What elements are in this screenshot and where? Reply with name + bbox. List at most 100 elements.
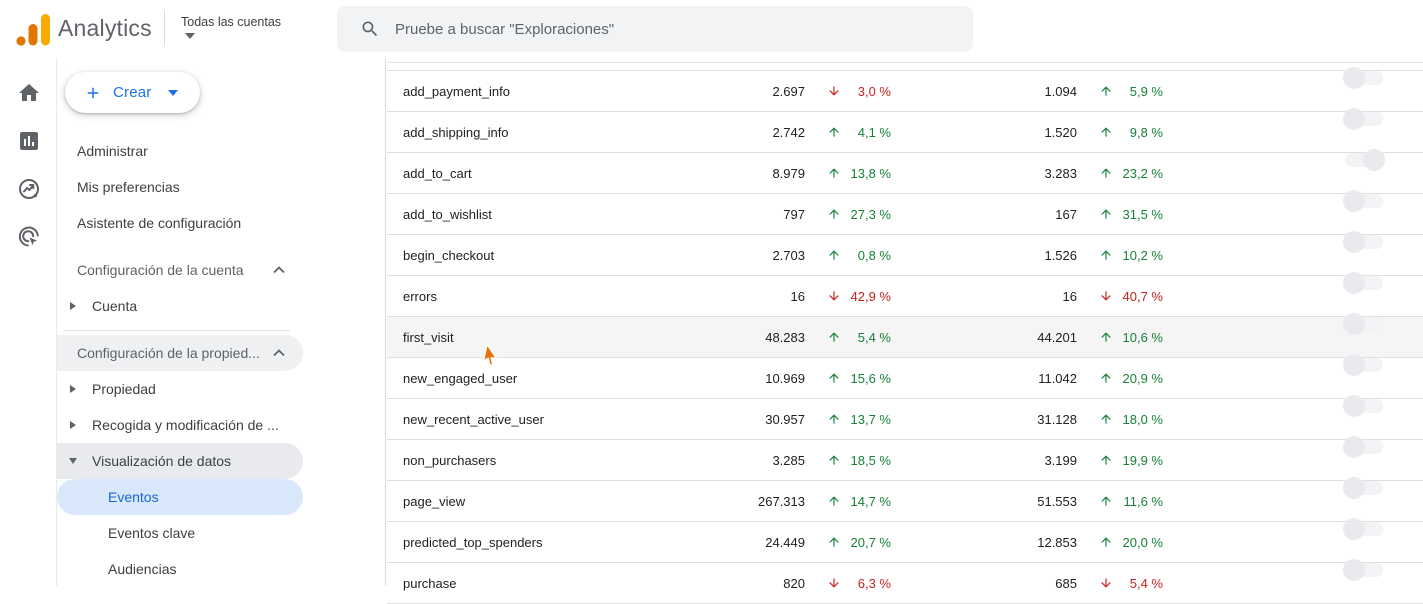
event-name: new_recent_active_user: [403, 412, 544, 427]
toggle-switch[interactable]: [1345, 149, 1385, 171]
event-user-count: 167: [1055, 207, 1077, 222]
trend-up-icon: [827, 535, 841, 549]
trend-up-icon: [827, 248, 841, 262]
toggle-switch[interactable]: [1343, 559, 1383, 581]
sidebar-item-mis-preferencias[interactable]: Mis preferencias: [77, 179, 180, 195]
header-divider: [164, 11, 165, 45]
event-count: 10.969: [765, 371, 805, 386]
trend-up-icon: [1099, 494, 1113, 508]
events-table-panel: add_payment_info 2.697 3,0 % 1.094 5,9 % add_…: [385, 58, 1423, 604]
table-row[interactable]: predicted_top_spenders 24.449 20,7 % 12.853…: [387, 518, 1423, 563]
chevron-up-icon: [273, 349, 285, 357]
sidebar-divider: [64, 330, 290, 331]
advertising-icon[interactable]: [16, 224, 42, 250]
sidebar-item-eventos-clave[interactable]: Eventos clave: [108, 525, 196, 541]
explore-icon[interactable]: [16, 176, 42, 202]
section-configuracion-cuenta[interactable]: Configuración de la cuenta: [57, 252, 303, 288]
search-bar[interactable]: [337, 6, 973, 52]
toggle-switch[interactable]: [1343, 108, 1383, 130]
event-count: 820: [783, 576, 805, 591]
toggle-knob: [1363, 149, 1385, 171]
table-row[interactable]: page_view 267.313 14,7 % 51.553 11,6 %: [387, 477, 1423, 522]
event-user-count: 1.094: [1044, 84, 1077, 99]
event-user-count: 44.201: [1037, 330, 1077, 345]
reports-icon[interactable]: [16, 128, 42, 154]
toggle-knob: [1343, 436, 1365, 458]
toggle-knob: [1343, 518, 1365, 540]
toggle-knob: [1343, 354, 1365, 376]
toggle-knob: [1343, 231, 1365, 253]
event-user-count: 16: [1062, 289, 1077, 304]
trend-up-icon: [1099, 371, 1113, 385]
event-change-pct: 42,9 %: [850, 289, 891, 304]
event-change-pct: 4,1 %: [857, 125, 891, 140]
toggle-switch[interactable]: [1343, 190, 1383, 212]
analytics-logo-icon: [16, 14, 50, 46]
sidebar-item-propiedad[interactable]: Propiedad: [57, 371, 303, 407]
toggle-switch[interactable]: [1343, 272, 1383, 294]
event-user-change-pct: 5,9 %: [1129, 84, 1163, 99]
table-row[interactable]: new_recent_active_user 30.957 13,7 % 31.128…: [387, 395, 1423, 440]
toggle-switch[interactable]: [1343, 231, 1383, 253]
trend-up-icon: [827, 453, 841, 467]
create-button-label: Crear: [113, 84, 152, 101]
event-name: errors: [403, 289, 437, 304]
section-configuracion-propiedad[interactable]: Configuración de la propied...: [57, 335, 303, 371]
event-name: add_to_wishlist: [403, 207, 492, 222]
table-row[interactable]: begin_checkout 2.703 0,8 % 1.526 10,2 %: [387, 231, 1423, 276]
trend-down-icon: [827, 576, 841, 590]
event-count: 24.449: [765, 535, 805, 550]
table-row[interactable]: add_payment_info 2.697 3,0 % 1.094 5,9 %: [387, 67, 1423, 112]
chevron-right-icon: [70, 302, 76, 310]
event-user-change-pct: 20,0 %: [1122, 535, 1163, 550]
event-name: predicted_top_spenders: [403, 535, 543, 550]
account-switcher[interactable]: Todas las cuentas: [181, 13, 281, 39]
table-row[interactable]: add_to_wishlist 797 27,3 % 167 31,5 %: [387, 190, 1423, 235]
table-row[interactable]: add_shipping_info 2.742 4,1 % 1.520 9,8 %: [387, 108, 1423, 153]
event-name: non_purchasers: [403, 453, 497, 468]
event-count: 267.313: [758, 494, 805, 509]
event-user-change-pct: 23,2 %: [1122, 166, 1163, 181]
table-row[interactable]: add_to_cart 8.979 13,8 % 3.283 23,2 %: [387, 149, 1423, 194]
event-user-count: 3.283: [1044, 166, 1077, 181]
toggle-switch[interactable]: [1343, 313, 1383, 335]
table-row[interactable]: errors 16 42,9 % 16 40,7 %: [387, 272, 1423, 317]
sidebar-item-asistente-configuracion[interactable]: Asistente de configuración: [77, 215, 242, 231]
search-input[interactable]: [395, 20, 935, 38]
table-row[interactable]: non_purchasers 3.285 18,5 % 3.199 19,9 %: [387, 436, 1423, 481]
toggle-switch[interactable]: [1343, 436, 1383, 458]
home-icon[interactable]: [16, 80, 42, 106]
trend-up-icon: [827, 412, 841, 426]
event-count: 2.697: [772, 84, 805, 99]
sidebar-item-audiencias[interactable]: Audiencias: [108, 561, 177, 577]
toggle-switch[interactable]: [1343, 67, 1383, 89]
event-change-pct: 13,8 %: [850, 166, 891, 181]
toggle-switch[interactable]: [1343, 477, 1383, 499]
toggle-switch[interactable]: [1343, 395, 1383, 417]
toggle-switch[interactable]: [1343, 518, 1383, 540]
toggle-knob: [1343, 559, 1365, 581]
trend-up-icon: [1099, 166, 1113, 180]
event-name: purchase: [403, 576, 457, 591]
table-row[interactable]: first_visit 48.283 5,4 % 44.201 10,6 %: [387, 313, 1423, 358]
trend-up-icon: [1099, 535, 1113, 549]
table-row[interactable]: purchase 820 6,3 % 685 5,4 %: [387, 559, 1423, 604]
sidebar: Crear Administrar Mis preferencias Asist…: [57, 58, 380, 586]
toggle-knob: [1343, 477, 1365, 499]
create-button[interactable]: Crear: [65, 72, 200, 113]
toggle-switch[interactable]: [1343, 354, 1383, 376]
event-change-pct: 3,0 %: [857, 84, 891, 99]
event-user-count: 31.128: [1037, 412, 1077, 427]
event-user-count: 12.853: [1037, 535, 1077, 550]
sidebar-item-administrar[interactable]: Administrar: [77, 143, 148, 159]
table-row[interactable]: new_engaged_user 10.969 15,6 % 11.042 20,9 %: [387, 354, 1423, 399]
sidebar-item-cuenta[interactable]: Cuenta: [57, 288, 303, 324]
sidebar-item-eventos[interactable]: Eventos: [57, 479, 303, 515]
event-change-pct: 14,7 %: [850, 494, 891, 509]
trend-up-icon: [1099, 207, 1113, 221]
trend-up-icon: [1099, 84, 1113, 98]
sidebar-item-recogida-modificacion[interactable]: Recogida y modificación de ...: [57, 407, 303, 443]
top-header: Analytics Todas las cuentas: [0, 0, 1423, 58]
sidebar-item-visualizacion-datos[interactable]: Visualización de datos: [57, 443, 303, 479]
event-count: 797: [783, 207, 805, 222]
